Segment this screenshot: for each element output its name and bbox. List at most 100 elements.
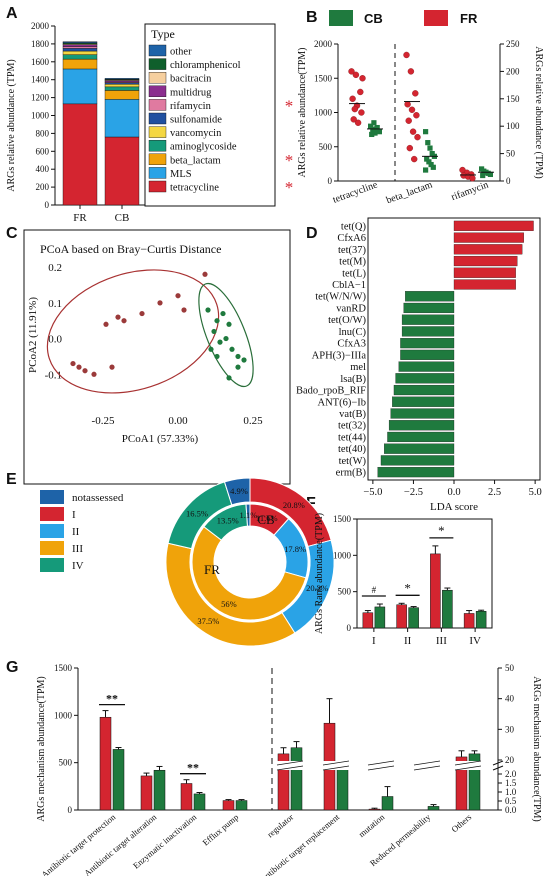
data-point-fr bbox=[202, 271, 208, 277]
category-label: vat(B) bbox=[339, 409, 366, 420]
outer-slice-notassessed bbox=[223, 477, 251, 506]
data-point-fr bbox=[411, 155, 418, 163]
y-tick-label: 2000 bbox=[31, 21, 50, 31]
data-point-cb bbox=[427, 145, 433, 151]
y-axis-label: ARGs relative abundance (TPM) bbox=[6, 59, 17, 191]
legend-box bbox=[144, 23, 276, 207]
data-point-fr bbox=[412, 90, 419, 97]
data-point-fr bbox=[91, 371, 97, 377]
data-point-cb bbox=[424, 156, 430, 162]
y-tick-right-label: 250 bbox=[506, 39, 520, 49]
y-tick-right-label: 0.0 bbox=[505, 805, 517, 815]
significance-mark: # bbox=[372, 585, 377, 595]
y-tick-right-label: 1.5 bbox=[505, 778, 517, 788]
legend-swatch-multidrug bbox=[148, 85, 167, 98]
inner-ring-label: FR bbox=[204, 562, 220, 577]
data-point-fr bbox=[404, 101, 411, 108]
panel-label-a: A bbox=[6, 5, 18, 22]
category-label: tet(W/N/W) bbox=[315, 292, 366, 303]
legend-swatch-II bbox=[40, 524, 64, 538]
data-point-cb bbox=[371, 120, 377, 126]
y-tick-left-label: 1500 bbox=[54, 663, 73, 673]
outer-slice-label: 16.5% bbox=[186, 508, 208, 518]
x-axis-label: LDA score bbox=[430, 501, 478, 513]
data-point-cb bbox=[211, 328, 217, 335]
panel-a-stacked-bar-chart: 0 200 400 600 800 1000 1200 1400 1600 1800 2000 ARG… bbox=[6, 21, 293, 224]
data-point-cb bbox=[241, 357, 247, 363]
bar-break-gap bbox=[323, 761, 349, 770]
y-tick-right-label: 30 bbox=[505, 724, 515, 734]
bar-fr bbox=[368, 808, 381, 811]
bar-segment-multidrug bbox=[62, 44, 98, 47]
bar-break-line bbox=[413, 765, 441, 771]
bar-cb bbox=[153, 769, 166, 811]
category-label: CfxA6 bbox=[337, 233, 366, 244]
y-tick-label: 0.0 bbox=[48, 334, 62, 346]
data-point-fr bbox=[157, 300, 163, 306]
x-tick-label: III bbox=[436, 635, 447, 647]
y-tick-left-label: 1000 bbox=[314, 108, 333, 118]
legend-label-sulfonamide: sulfonamide bbox=[170, 115, 222, 126]
significance-mark: * bbox=[404, 580, 411, 595]
y-tick-left-label: 0 bbox=[68, 805, 73, 815]
y-tick-right-label: 2.0 bbox=[505, 769, 517, 779]
data-point-fr bbox=[351, 105, 358, 113]
x-tick-label: 0.0 bbox=[447, 487, 460, 498]
x-tick-label: Antibiotic target protection bbox=[39, 811, 118, 876]
bar-fr bbox=[362, 612, 374, 629]
panel-d-lda-chart: tet(Q)CfxA6tet(37)tet(M)tet(L)CblA−1tet(… bbox=[296, 217, 542, 513]
lda-bar bbox=[398, 361, 455, 372]
legend-swatch-rifamycin bbox=[148, 99, 167, 111]
bar-cb bbox=[193, 793, 206, 811]
data-point-cb bbox=[372, 130, 378, 136]
data-point-cb bbox=[480, 172, 486, 179]
y-tick-left-label: 500 bbox=[59, 758, 73, 768]
bar-segment-other bbox=[62, 41, 98, 44]
legend-label-other: other bbox=[170, 47, 192, 58]
data-point-fr bbox=[413, 112, 420, 119]
bar-segment-beta-lactam bbox=[62, 58, 98, 70]
significance-mark: * bbox=[438, 523, 445, 538]
bar-cb bbox=[442, 589, 453, 629]
y-tick-right-label: 50 bbox=[505, 663, 515, 673]
y-tick-right-label: 1.0 bbox=[505, 787, 517, 797]
category-label: tet(44) bbox=[338, 432, 366, 443]
y-axis-label: PCoA2 (11.91%) bbox=[27, 297, 39, 373]
panel-e-donut-chart: notassessedIIIIIIIV20.8%20.2%37.5%16.5%4… bbox=[40, 477, 335, 647]
bar-segment-sulfonamide bbox=[104, 82, 140, 85]
bar-cb bbox=[475, 611, 487, 629]
data-point-cb bbox=[429, 151, 435, 157]
y-tick-left-label: 1500 bbox=[314, 73, 333, 83]
legend-label-MLS: MLS bbox=[170, 169, 192, 180]
inner-slice-label: 56% bbox=[221, 599, 237, 609]
legend-swatch-sulfonamide bbox=[148, 112, 167, 125]
bar-break-line bbox=[413, 760, 441, 766]
category-label: mel bbox=[350, 362, 366, 373]
x-tick-label: I bbox=[372, 635, 376, 647]
legend-label-II: II bbox=[72, 526, 80, 538]
bar-break-line bbox=[322, 760, 350, 766]
y-tick-left-label: 0 bbox=[328, 176, 333, 186]
legend-label-III: III bbox=[72, 543, 83, 555]
category-label: tet(Q) bbox=[341, 221, 367, 232]
bar-fr bbox=[140, 775, 153, 811]
bar-break-gap bbox=[455, 761, 481, 770]
bar-segment-aminoglycoside bbox=[62, 54, 98, 60]
bar-segment-tetracycline bbox=[104, 136, 140, 206]
lda-bar bbox=[453, 232, 524, 243]
bar-fr bbox=[430, 553, 441, 629]
bar-break-line bbox=[322, 765, 350, 771]
lda-bar bbox=[401, 314, 455, 325]
x-tick-label: -0.25 bbox=[92, 415, 115, 427]
lda-bar bbox=[387, 431, 455, 443]
significance-star: * bbox=[285, 151, 294, 170]
y-tick-label: 1500 bbox=[333, 514, 352, 524]
data-point-fr bbox=[358, 109, 365, 116]
data-point-cb bbox=[370, 127, 376, 133]
bar-cb bbox=[408, 607, 419, 629]
data-point-fr bbox=[76, 364, 82, 370]
lda-bar bbox=[453, 220, 534, 231]
bar-cb bbox=[290, 747, 303, 811]
bar-fr bbox=[396, 604, 407, 629]
